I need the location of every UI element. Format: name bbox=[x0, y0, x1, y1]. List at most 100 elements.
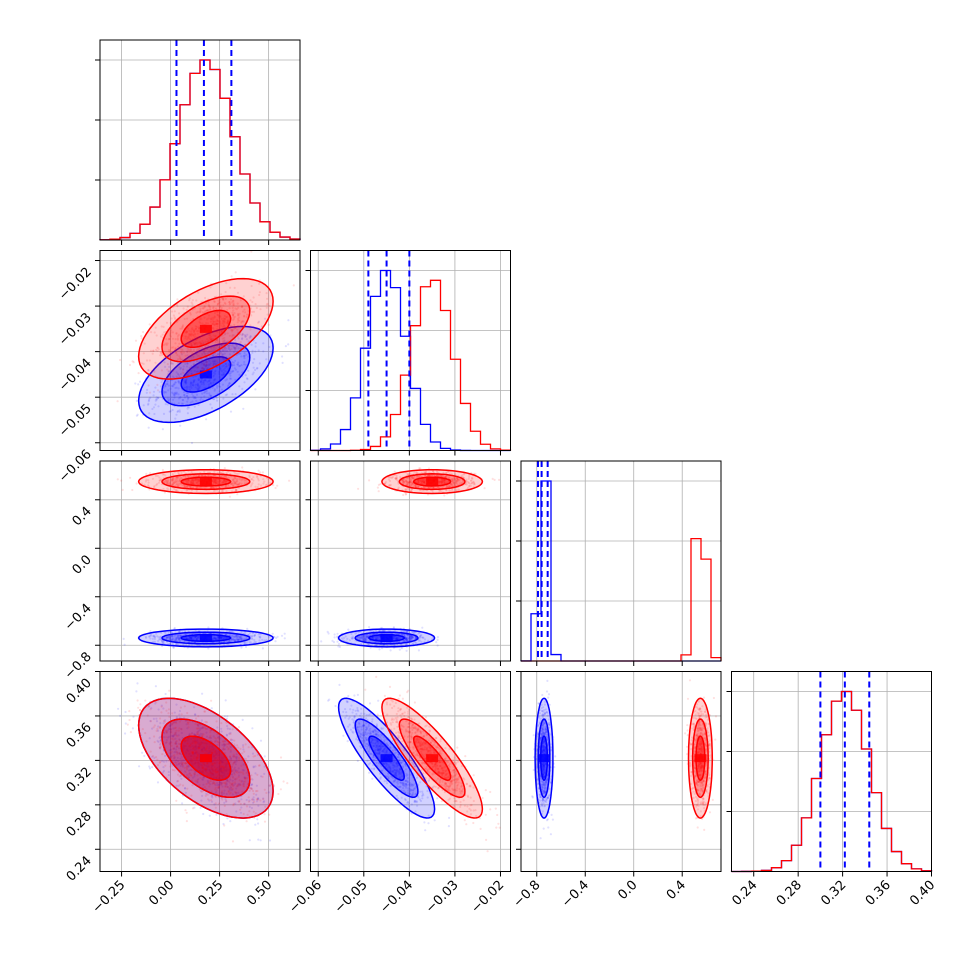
red-sample-point bbox=[406, 481, 409, 484]
blue-sample-point bbox=[176, 635, 179, 639]
blue-sample-point bbox=[171, 722, 174, 725]
red-sample-point bbox=[439, 482, 442, 485]
red-sample-point bbox=[214, 479, 217, 482]
blue-sample-point bbox=[189, 636, 192, 639]
red-sample-point bbox=[197, 291, 200, 294]
red-sample-point bbox=[266, 302, 269, 305]
red-sample-point bbox=[205, 361, 209, 364]
red-sample-point bbox=[210, 318, 213, 321]
blue-sample-point bbox=[220, 770, 223, 774]
blue-sample-point bbox=[258, 635, 261, 638]
blue-sample-point bbox=[336, 632, 339, 635]
red-sample-point bbox=[214, 330, 217, 333]
blue-sample-point bbox=[408, 637, 411, 640]
red-sample-point bbox=[166, 482, 169, 485]
blue-sample-point bbox=[194, 375, 197, 378]
blue-sample-point bbox=[234, 768, 237, 772]
red-sample-point bbox=[231, 313, 235, 316]
blue-sample-point bbox=[185, 381, 188, 384]
red-sample-point bbox=[227, 476, 230, 479]
blue-sample-point bbox=[200, 748, 203, 752]
red-sample-point bbox=[167, 479, 170, 482]
blue-sample-point bbox=[254, 368, 257, 372]
blue-sample-point bbox=[405, 638, 408, 641]
blue-sample-point bbox=[174, 391, 177, 394]
red-sample-point bbox=[167, 482, 170, 486]
blue-sample-point bbox=[240, 630, 243, 634]
y-tick-label: −0.05 bbox=[56, 401, 95, 440]
blue-sample-point bbox=[175, 733, 178, 737]
blue-sample-point bbox=[169, 728, 173, 731]
blue-sample-point bbox=[173, 721, 176, 724]
blue-sample-point bbox=[218, 382, 221, 385]
blue-sample-point bbox=[205, 731, 208, 734]
blue-sample-point bbox=[232, 350, 235, 354]
blue-sample-point bbox=[223, 768, 226, 771]
blue-sample-point bbox=[194, 752, 197, 755]
blue-sample-point bbox=[332, 641, 336, 644]
red-sample-point bbox=[170, 479, 173, 482]
blue-sample-point bbox=[210, 768, 213, 771]
blue-sample-point bbox=[233, 755, 236, 758]
blue-sample-point bbox=[237, 347, 240, 350]
blue-sample-point bbox=[405, 649, 408, 652]
blue-sample-point bbox=[234, 770, 237, 773]
red-sample-point bbox=[157, 364, 160, 367]
red-sample-point bbox=[376, 486, 379, 489]
red-sample-point bbox=[225, 282, 228, 285]
red-sample-point bbox=[410, 482, 413, 485]
red-sample-point bbox=[160, 325, 163, 328]
blue-sample-point bbox=[232, 761, 236, 764]
red-sample-point bbox=[148, 391, 152, 394]
blue-sample-point bbox=[191, 383, 194, 386]
blue-sample-point bbox=[198, 766, 201, 769]
blue-sample-point bbox=[233, 346, 236, 349]
red-sample-point bbox=[191, 333, 194, 336]
blue-sample-point bbox=[212, 398, 215, 401]
red-sample-point bbox=[198, 347, 201, 350]
red-sample-point bbox=[204, 302, 207, 305]
blue-sample-point bbox=[186, 354, 189, 357]
red-sample-point bbox=[440, 480, 443, 484]
blue-sample-point bbox=[194, 746, 197, 749]
blue-sample-point bbox=[205, 764, 208, 768]
blue-sample-point bbox=[194, 745, 197, 748]
blue-sample-point bbox=[205, 364, 208, 367]
red-sample-point bbox=[200, 318, 203, 321]
red-sample-point bbox=[421, 480, 424, 483]
red-sample-point bbox=[219, 301, 222, 304]
blue-sample-point bbox=[179, 634, 183, 638]
red-sample-point bbox=[174, 348, 177, 351]
blue-sample-point bbox=[263, 800, 266, 803]
red-sample-point bbox=[177, 345, 180, 348]
blue-sample-point bbox=[175, 715, 178, 719]
blue-sample-point bbox=[398, 637, 402, 640]
blue-sample-point bbox=[151, 727, 154, 730]
blue-sample-point bbox=[235, 760, 238, 763]
red-sample-point bbox=[454, 473, 457, 476]
blue-sample-point bbox=[168, 365, 171, 368]
red-sample-point bbox=[188, 371, 191, 374]
red-sample-point bbox=[276, 484, 279, 487]
blue-sample-point bbox=[230, 746, 233, 749]
red-sample-point bbox=[407, 481, 410, 484]
blue-sample-point bbox=[184, 381, 187, 384]
blue-sample-point bbox=[214, 754, 217, 757]
red-sample-point bbox=[404, 488, 407, 491]
red-sample-point bbox=[236, 317, 240, 320]
red-sample-point bbox=[259, 308, 262, 311]
red-sample-point bbox=[443, 479, 446, 482]
blue-sample-point bbox=[191, 400, 194, 403]
blue-sample-point bbox=[251, 752, 255, 755]
red-sample-point bbox=[199, 336, 202, 339]
red-sample-point bbox=[217, 314, 220, 318]
blue-sample-point bbox=[212, 748, 215, 751]
red-sample-point bbox=[214, 320, 217, 323]
blue-sample-point bbox=[213, 389, 216, 392]
blue-sample-point bbox=[231, 393, 234, 396]
red-sample-point bbox=[215, 478, 218, 481]
blue-sample-point bbox=[241, 718, 244, 722]
red-sample-point bbox=[219, 314, 222, 317]
red-sample-point bbox=[179, 482, 182, 485]
red-sample-point bbox=[153, 486, 156, 489]
